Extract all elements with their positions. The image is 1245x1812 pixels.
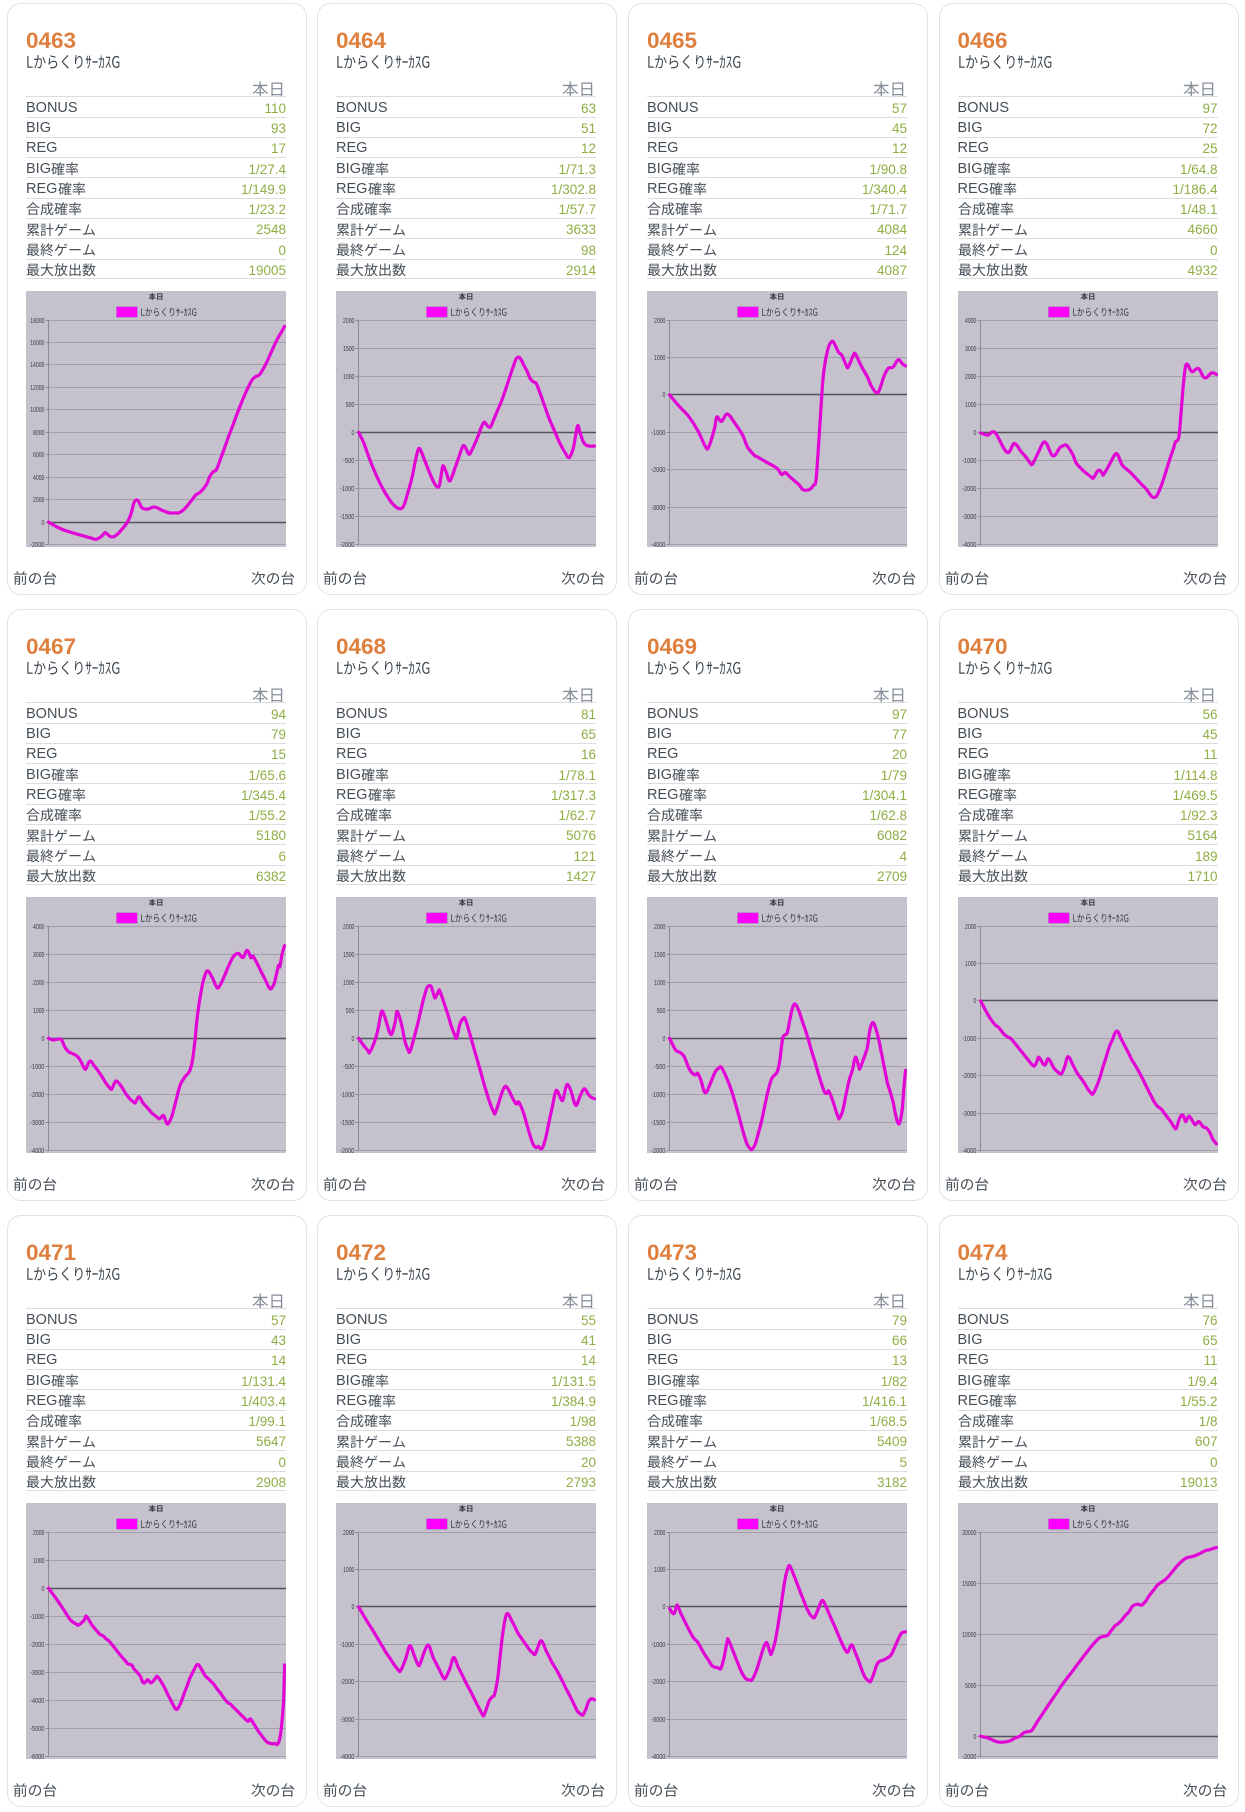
svg-text:500: 500	[346, 1006, 355, 1015]
svg-text:-1000: -1000	[962, 456, 976, 465]
svg-text:0: 0	[42, 1584, 45, 1593]
svg-text:-4000: -4000	[962, 540, 976, 547]
svg-text:-4000: -4000	[651, 1752, 665, 1759]
svg-text:-4000: -4000	[651, 540, 665, 547]
svg-text:-1000: -1000	[651, 428, 665, 437]
svg-text:-2000: -2000	[30, 540, 44, 547]
svg-text:-4000: -4000	[340, 1752, 354, 1759]
svg-text:6000: 6000	[33, 450, 44, 459]
svg-text:1500: 1500	[654, 950, 665, 959]
svg-text:-2000: -2000	[340, 1146, 354, 1153]
svg-text:-3000: -3000	[962, 512, 976, 521]
svg-text:-2000: -2000	[962, 1752, 976, 1759]
svg-text:-1000: -1000	[340, 1090, 354, 1099]
svg-text:1000: 1000	[965, 400, 976, 409]
svg-text:-2000: -2000	[962, 1071, 976, 1080]
svg-text:-500: -500	[343, 456, 354, 465]
svg-text:-4000: -4000	[30, 1696, 44, 1705]
svg-text:18000: 18000	[30, 316, 44, 325]
svg-text:0: 0	[973, 428, 976, 437]
svg-text:10000: 10000	[30, 405, 44, 414]
svg-text:2000: 2000	[343, 1528, 354, 1537]
svg-text:5000: 5000	[965, 1681, 976, 1690]
svg-text:-1000: -1000	[340, 1640, 354, 1649]
svg-text:2000: 2000	[33, 1528, 44, 1537]
svg-text:1000: 1000	[343, 978, 354, 987]
svg-text:1000: 1000	[343, 372, 354, 381]
svg-text:1500: 1500	[343, 950, 354, 959]
svg-text:15000: 15000	[962, 1579, 976, 1588]
svg-text:-6000: -6000	[30, 1752, 44, 1759]
svg-text:-3000: -3000	[651, 503, 665, 512]
svg-text:0: 0	[42, 1034, 45, 1043]
svg-text:0: 0	[42, 518, 45, 527]
svg-text:4000: 4000	[33, 922, 44, 931]
svg-text:1000: 1000	[33, 1556, 44, 1565]
svg-text:-1000: -1000	[30, 1062, 44, 1071]
svg-text:1000: 1000	[654, 978, 665, 987]
svg-text:-5000: -5000	[30, 1724, 44, 1733]
svg-text:0: 0	[352, 428, 355, 437]
svg-text:10000: 10000	[962, 1630, 976, 1639]
svg-text:-1000: -1000	[30, 1612, 44, 1621]
svg-text:-1000: -1000	[340, 484, 354, 493]
svg-text:-1000: -1000	[962, 1034, 976, 1043]
svg-text:500: 500	[657, 1006, 666, 1015]
svg-text:3000: 3000	[965, 344, 976, 353]
svg-text:2000: 2000	[343, 316, 354, 325]
svg-text:-1000: -1000	[651, 1640, 665, 1649]
svg-text:0: 0	[973, 1732, 976, 1741]
svg-text:-4000: -4000	[30, 1146, 44, 1153]
svg-text:-2000: -2000	[340, 1677, 354, 1686]
svg-text:2000: 2000	[33, 495, 44, 504]
svg-text:2000: 2000	[965, 922, 976, 931]
svg-text:0: 0	[973, 996, 976, 1005]
svg-text:1000: 1000	[654, 353, 665, 362]
svg-text:1000: 1000	[654, 1565, 665, 1574]
svg-text:-1500: -1500	[651, 1118, 665, 1127]
svg-text:-2000: -2000	[30, 1640, 44, 1649]
svg-text:4000: 4000	[33, 473, 44, 482]
svg-text:8000: 8000	[33, 428, 44, 437]
svg-text:0: 0	[663, 390, 666, 399]
svg-text:-1500: -1500	[340, 512, 354, 521]
svg-text:0: 0	[352, 1034, 355, 1043]
svg-text:2000: 2000	[343, 922, 354, 931]
svg-text:-3000: -3000	[651, 1715, 665, 1724]
svg-text:-2000: -2000	[651, 465, 665, 474]
svg-text:2000: 2000	[33, 978, 44, 987]
svg-text:3000: 3000	[33, 950, 44, 959]
svg-text:2000: 2000	[654, 1528, 665, 1537]
svg-text:500: 500	[346, 400, 355, 409]
svg-text:0: 0	[663, 1034, 666, 1043]
svg-text:2000: 2000	[965, 372, 976, 381]
svg-text:-2000: -2000	[651, 1146, 665, 1153]
svg-text:-1500: -1500	[340, 1118, 354, 1127]
svg-text:-3000: -3000	[30, 1118, 44, 1127]
svg-text:-4000: -4000	[962, 1146, 976, 1153]
svg-text:-500: -500	[343, 1062, 354, 1071]
svg-text:-3000: -3000	[30, 1668, 44, 1677]
svg-text:12000: 12000	[30, 383, 44, 392]
svg-text:20000: 20000	[962, 1528, 976, 1537]
svg-text:2000: 2000	[654, 316, 665, 325]
svg-text:1000: 1000	[965, 959, 976, 968]
svg-text:1500: 1500	[343, 344, 354, 353]
svg-text:-2000: -2000	[30, 1090, 44, 1099]
svg-text:1000: 1000	[33, 1006, 44, 1015]
svg-text:-1000: -1000	[651, 1090, 665, 1099]
svg-text:1000: 1000	[343, 1565, 354, 1574]
svg-text:-3000: -3000	[962, 1109, 976, 1118]
svg-text:-2000: -2000	[962, 484, 976, 493]
svg-text:16000: 16000	[30, 338, 44, 347]
svg-text:4000: 4000	[965, 316, 976, 325]
svg-text:-2000: -2000	[340, 540, 354, 547]
svg-text:14000: 14000	[30, 360, 44, 369]
svg-text:2000: 2000	[654, 922, 665, 931]
svg-text:-2000: -2000	[651, 1677, 665, 1686]
svg-text:-3000: -3000	[340, 1715, 354, 1724]
svg-text:0: 0	[663, 1602, 666, 1611]
svg-text:-500: -500	[654, 1062, 665, 1071]
svg-text:0: 0	[352, 1602, 355, 1611]
